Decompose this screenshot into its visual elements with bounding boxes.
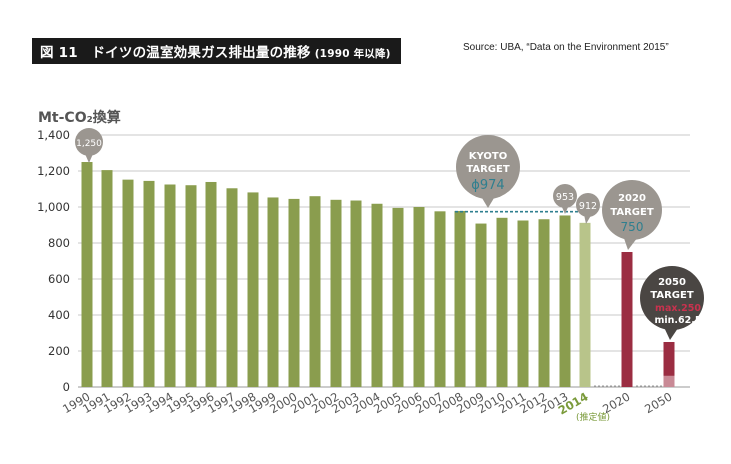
y-tick-label: 600 — [48, 272, 70, 286]
bar-1997 — [226, 188, 238, 387]
callout-2013: 953 — [553, 184, 577, 214]
source-note: Source: UBA, “Data on the Environment 20… — [463, 42, 669, 53]
bar-1995 — [185, 185, 197, 387]
bar-1993 — [143, 180, 155, 387]
bar-2014 — [579, 222, 591, 387]
callout-2050-line2: TARGET — [650, 290, 694, 301]
bar-2020 — [621, 252, 633, 387]
bar-1990 — [81, 162, 93, 387]
bar-2006 — [413, 207, 425, 387]
x-tick-label: 2050 — [642, 389, 674, 416]
chart-header: 図 11 ドイツの温室効果ガス排出量の推移 (1990 年以降) — [32, 38, 401, 64]
bar-2050-min — [663, 375, 675, 387]
bar-2000 — [288, 198, 300, 387]
y-tick-labels: 0 200 400 600 800 1,000 1,200 1,400 — [37, 128, 70, 394]
bar-1992 — [122, 179, 134, 387]
callout-2050-max: max.250 — [655, 303, 701, 314]
callout-kyoto-value: ϕ974 — [471, 178, 504, 193]
callout-2014: 912 — [576, 193, 600, 224]
bar-2008 — [454, 210, 466, 387]
bar-2012 — [538, 219, 550, 387]
y-tick-label: 0 — [63, 380, 70, 394]
callout-2013-value: 953 — [556, 192, 574, 203]
chart-title-box: 図 11 ドイツの温室効果ガス排出量の推移 (1990 年以降) — [32, 38, 401, 64]
chart-title: 図 11 ドイツの温室効果ガス排出量の推移 — [40, 45, 311, 61]
bar-1998 — [247, 192, 259, 387]
callout-2020-value: 750 — [621, 220, 644, 234]
y-tick-label: 1,200 — [37, 164, 70, 178]
bars — [81, 162, 675, 387]
chart-subtitle: (1990 年以降) — [314, 48, 391, 60]
bar-1994 — [164, 184, 176, 387]
x-tick-labels: 1990199119921993199419951996199719981999… — [60, 389, 674, 423]
bar-2003 — [350, 200, 362, 387]
y-tick-label: 400 — [48, 308, 70, 322]
bar-2004 — [371, 203, 383, 387]
bar-2011 — [517, 220, 529, 387]
bar-2002 — [330, 199, 342, 387]
y-tick-label: 800 — [48, 236, 70, 250]
callout-2020-line1: 2020 — [618, 193, 646, 204]
bar-2050 — [663, 342, 675, 387]
callout-kyoto: KYOTO TARGET ϕ974 — [456, 135, 520, 208]
y-tick-label: 1,000 — [37, 200, 70, 214]
bar-1999 — [267, 197, 279, 387]
bar-2009 — [475, 223, 487, 387]
callout-1990: 1,250 — [75, 128, 103, 163]
callout-2050-line1: 2050 — [658, 277, 686, 288]
y-axis-label: Mt-CO₂換算 — [38, 109, 121, 126]
bar-2001 — [309, 196, 321, 387]
callout-2014-value: 912 — [579, 201, 597, 212]
bar-2007 — [434, 211, 446, 387]
callout-kyoto-line2: TARGET — [466, 164, 510, 175]
callout-2050-min: min.62.5 — [655, 315, 702, 326]
callout-2020-line2: TARGET — [610, 207, 654, 218]
y-tick-label: 200 — [48, 344, 70, 358]
callouts: 1,250953912KYOTOTARGETϕ9742020TARGET7502… — [75, 128, 704, 340]
bar-1996 — [205, 181, 217, 387]
estimate-label: (推定値) — [576, 411, 610, 423]
bar-1991 — [101, 170, 113, 387]
y-tick-label: 1,400 — [37, 128, 70, 142]
bar-2013 — [559, 215, 571, 387]
bar-2010 — [496, 217, 508, 387]
callout-kyoto-line1: KYOTO — [469, 151, 507, 162]
bar-2005 — [392, 207, 404, 387]
callout-2020: 2020 TARGET 750 — [602, 180, 662, 250]
callout-1990-value: 1,250 — [76, 139, 102, 149]
